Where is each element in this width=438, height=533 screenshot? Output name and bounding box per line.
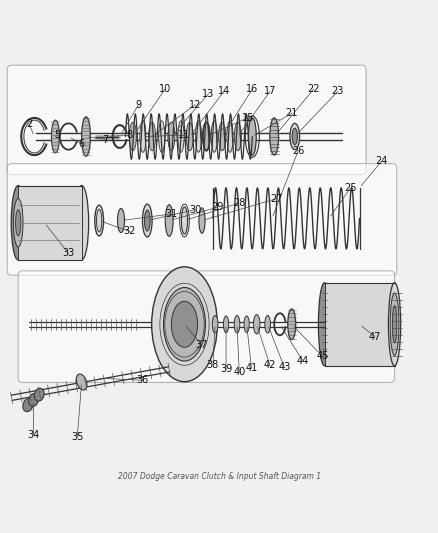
Text: 24: 24 — [374, 157, 387, 166]
Text: 2007 Dodge Caravan Clutch & Input Shaft Diagram 1: 2007 Dodge Caravan Clutch & Input Shaft … — [118, 472, 320, 481]
Text: 39: 39 — [219, 365, 232, 374]
Ellipse shape — [392, 305, 396, 343]
Text: 43: 43 — [278, 362, 290, 372]
Ellipse shape — [234, 122, 241, 151]
Ellipse shape — [51, 120, 59, 153]
Text: 28: 28 — [233, 198, 245, 208]
Text: 14: 14 — [217, 86, 230, 96]
Ellipse shape — [248, 118, 256, 155]
Ellipse shape — [151, 267, 217, 382]
Text: 30: 30 — [189, 205, 201, 215]
Text: 45: 45 — [315, 351, 328, 361]
Ellipse shape — [117, 208, 124, 232]
Text: 31: 31 — [165, 209, 177, 219]
Ellipse shape — [13, 199, 23, 247]
Ellipse shape — [142, 204, 152, 237]
Text: 15: 15 — [241, 112, 254, 123]
Text: 42: 42 — [263, 360, 276, 370]
Text: 44: 44 — [296, 356, 308, 366]
Ellipse shape — [253, 314, 259, 334]
Ellipse shape — [289, 124, 299, 150]
Ellipse shape — [163, 287, 205, 361]
Ellipse shape — [144, 210, 150, 231]
Ellipse shape — [223, 316, 228, 333]
Ellipse shape — [291, 128, 297, 145]
Ellipse shape — [202, 122, 209, 151]
Ellipse shape — [177, 121, 184, 152]
Text: 12: 12 — [189, 100, 201, 110]
Text: 35: 35 — [71, 432, 83, 442]
Ellipse shape — [186, 122, 193, 151]
Text: 27: 27 — [269, 193, 282, 204]
Ellipse shape — [148, 122, 155, 151]
Text: 37: 37 — [195, 340, 208, 350]
Ellipse shape — [11, 185, 25, 260]
FancyBboxPatch shape — [18, 271, 394, 383]
Text: 23: 23 — [331, 86, 343, 96]
Text: 7: 7 — [102, 135, 109, 144]
Ellipse shape — [165, 205, 173, 236]
Text: 11: 11 — [178, 130, 190, 140]
Ellipse shape — [218, 122, 225, 151]
Bar — [324, 282, 394, 366]
Ellipse shape — [233, 316, 239, 333]
Ellipse shape — [269, 118, 278, 155]
Ellipse shape — [158, 121, 164, 152]
Ellipse shape — [171, 301, 197, 347]
Ellipse shape — [15, 209, 21, 236]
Ellipse shape — [318, 282, 330, 366]
Text: 5: 5 — [54, 130, 60, 140]
Text: 9: 9 — [135, 100, 141, 110]
Text: 29: 29 — [211, 203, 223, 213]
Text: 8: 8 — [127, 130, 133, 140]
Text: 16: 16 — [246, 84, 258, 94]
Ellipse shape — [211, 121, 217, 152]
Ellipse shape — [195, 121, 201, 152]
Ellipse shape — [287, 309, 295, 340]
Text: 47: 47 — [368, 332, 380, 342]
Text: 33: 33 — [62, 248, 74, 259]
Ellipse shape — [140, 121, 146, 152]
Ellipse shape — [34, 388, 44, 401]
Ellipse shape — [264, 316, 270, 333]
Text: 10: 10 — [158, 84, 170, 94]
Ellipse shape — [96, 209, 102, 232]
Ellipse shape — [212, 316, 218, 333]
Ellipse shape — [388, 282, 400, 366]
Ellipse shape — [129, 122, 136, 151]
Ellipse shape — [244, 316, 249, 333]
Ellipse shape — [226, 121, 233, 152]
Text: 13: 13 — [202, 88, 214, 99]
Text: 17: 17 — [263, 86, 276, 96]
FancyBboxPatch shape — [7, 65, 365, 175]
Text: 26: 26 — [291, 146, 304, 156]
Text: 6: 6 — [78, 139, 85, 149]
Ellipse shape — [74, 185, 88, 260]
Text: 41: 41 — [245, 363, 257, 373]
Text: 36: 36 — [137, 375, 149, 385]
FancyBboxPatch shape — [7, 164, 396, 275]
Ellipse shape — [28, 393, 39, 407]
Ellipse shape — [23, 399, 33, 411]
Text: 38: 38 — [206, 360, 219, 370]
Text: 32: 32 — [124, 227, 136, 237]
Ellipse shape — [76, 374, 87, 390]
Text: 40: 40 — [233, 367, 245, 376]
Text: 2: 2 — [26, 119, 32, 130]
Text: 25: 25 — [344, 183, 356, 193]
Text: 22: 22 — [307, 84, 319, 94]
Ellipse shape — [181, 207, 187, 234]
Ellipse shape — [81, 117, 90, 156]
Text: 34: 34 — [27, 430, 39, 440]
Text: 21: 21 — [285, 108, 297, 118]
Bar — [18, 185, 81, 260]
Ellipse shape — [167, 122, 174, 151]
Ellipse shape — [389, 293, 398, 356]
Ellipse shape — [198, 208, 205, 233]
